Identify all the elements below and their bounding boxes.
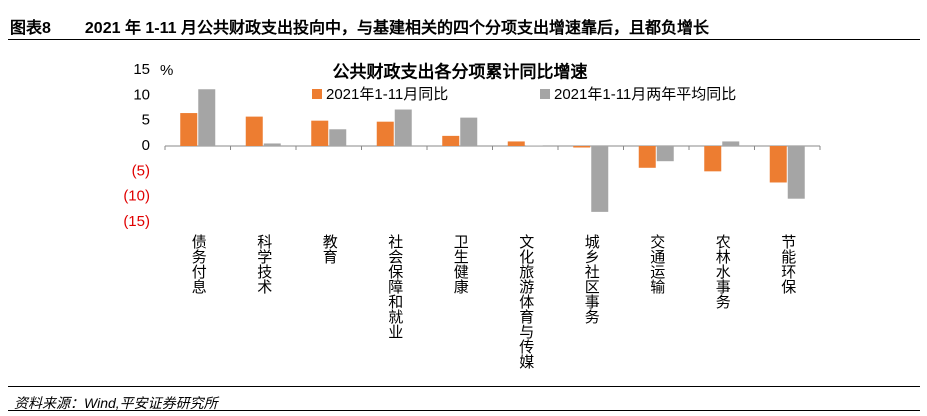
bar (394, 109, 412, 146)
x-tick-label: 教育 (320, 234, 338, 264)
bar (638, 146, 656, 168)
y-tick-label: 10 (133, 86, 150, 103)
footer-rule (8, 386, 920, 387)
bar (704, 146, 722, 172)
y-tick-label: 0 (142, 137, 150, 154)
bar (656, 146, 674, 162)
source: 资料来源：Wind,平安证券研究所 (14, 395, 218, 411)
bottom-rule (8, 410, 920, 411)
y-tick-label: (10) (123, 188, 150, 205)
bar (591, 146, 609, 212)
bar (329, 129, 347, 146)
x-tick-label: 节能环保 (779, 234, 797, 294)
bar (311, 120, 329, 146)
x-tick-label: 债务付息 (189, 234, 207, 294)
bar (722, 141, 740, 146)
y-tick-label: (15) (123, 213, 150, 230)
bar (376, 121, 394, 146)
x-tick-label: 社会保障和就业 (386, 234, 404, 339)
y-unit: % (160, 62, 173, 79)
legend-label: 2021年1-11月同比 (326, 86, 448, 103)
bar (460, 117, 478, 146)
legend-swatch (312, 89, 322, 99)
bar (263, 143, 281, 146)
x-tick-label: 交通运输 (648, 234, 666, 294)
figure-label: 图表8 (10, 20, 51, 37)
bar (769, 146, 787, 183)
legend-label: 2021年1-11月两年平均同比 (554, 86, 736, 103)
legend-swatch (540, 89, 550, 99)
x-tick-label: 文化旅游体育与传媒 (517, 234, 535, 369)
figure-title: 2021 年 1-11 月公共财政支出投向中，与基建相关的四个分项支出增速靠后，… (84, 20, 709, 37)
x-tick-label: 科学技术 (255, 234, 273, 294)
bar (525, 145, 543, 146)
x-tick-label: 农林水事务 (713, 234, 731, 309)
y-tick-label: (5) (132, 162, 150, 179)
x-tick-label: 卫生健康 (451, 234, 469, 294)
y-tick-label: 15 (133, 61, 150, 78)
bar (245, 116, 263, 146)
chart-title: 公共财政支出各分项累计同比增速 (333, 61, 588, 81)
bar (442, 135, 460, 146)
bar (198, 89, 216, 146)
x-tick-label: 城乡社区事务 (582, 234, 600, 324)
bar (507, 141, 525, 146)
y-tick-label: 5 (142, 112, 150, 129)
bar (573, 146, 591, 148)
bar (787, 146, 805, 199)
bar (180, 113, 198, 146)
header-rule (8, 39, 920, 40)
header: 图表8 2021 年 1-11 月公共财政支出投向中，与基建相关的四个分项支出增速… (10, 14, 709, 38)
